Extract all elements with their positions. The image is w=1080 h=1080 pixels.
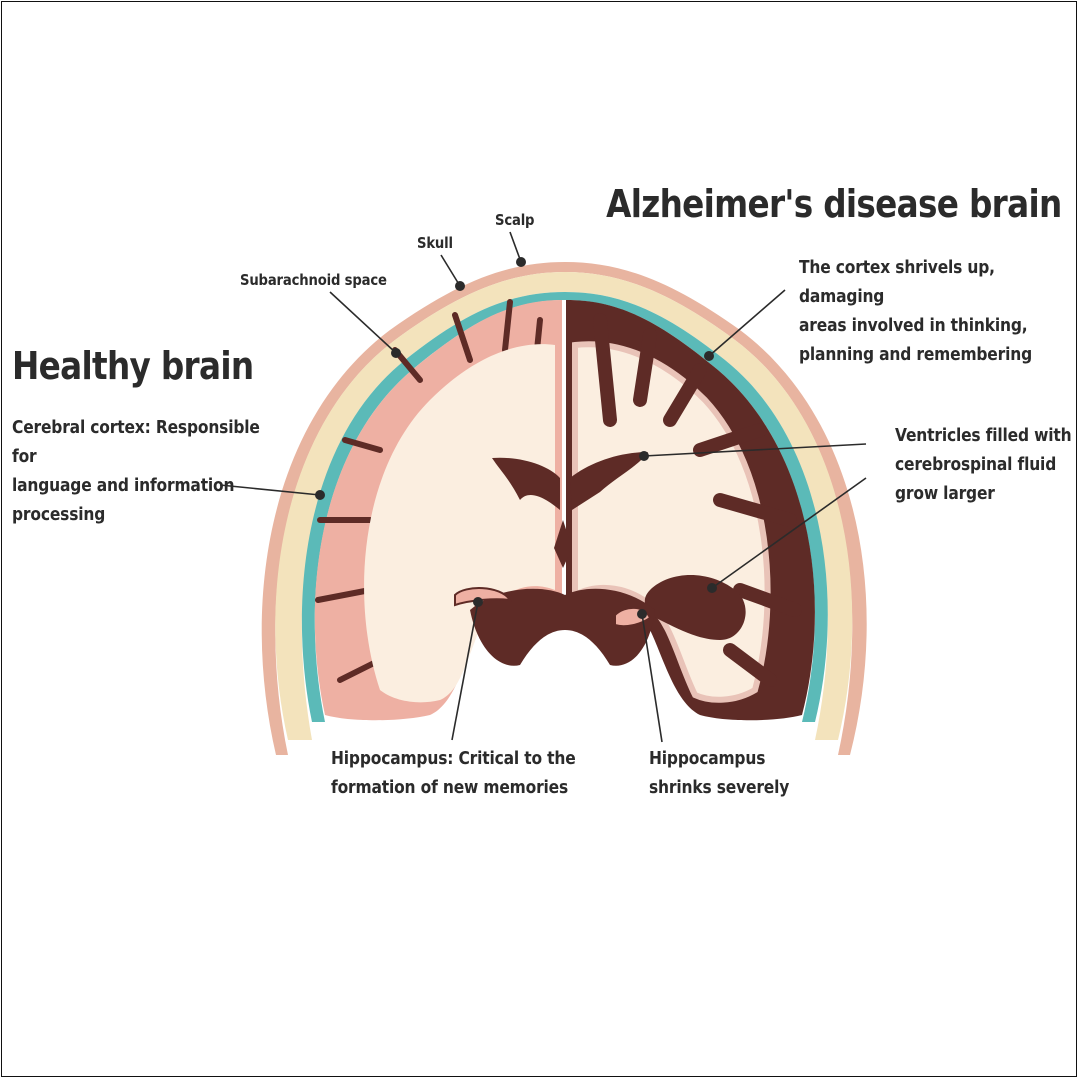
leader-dots — [315, 257, 717, 619]
dot-hippo-healthy — [473, 597, 483, 607]
skull-label: Skull — [417, 234, 453, 252]
dot-cortex-ad — [704, 351, 714, 361]
dot-skull — [455, 281, 465, 291]
ventricles-label: Ventricles filled with cerebrospinal flu… — [895, 425, 1072, 504]
leader-lines — [219, 231, 867, 743]
leader-ventricle-ad — [711, 477, 867, 589]
leader-hippo-ad — [641, 613, 663, 743]
ventricle-healthy — [492, 457, 560, 510]
hippo-healthy-label: Hippocampus: Critical to the formation o… — [331, 748, 576, 798]
ad-sulci — [593, 313, 802, 687]
leader-cortex-ad — [708, 289, 786, 357]
leader-cortex-healthy — [219, 484, 321, 496]
left-title: Healthy brain — [12, 344, 254, 388]
cortex-ad-label: The cortex shrivels up, damaging areas i… — [799, 257, 1032, 365]
leader-scalp — [509, 231, 522, 263]
dot-cortex-healthy — [315, 490, 325, 500]
dot-subarachnoid — [391, 348, 401, 358]
leader-skull — [440, 254, 461, 287]
dot-hippo-ad — [637, 609, 647, 619]
subarachnoid-label: Subarachnoid space — [240, 271, 387, 289]
hippo-ad-label: Hippocampus shrinks severely — [649, 748, 790, 798]
ventricle-ad — [570, 452, 648, 510]
scalp-label: Scalp — [495, 211, 535, 229]
third-ventricle — [554, 520, 572, 568]
dot-scalp — [516, 257, 526, 267]
leader-ventricles — [643, 443, 867, 457]
cortex-healthy-label: Cerebral cortex: Responsible for languag… — [12, 417, 260, 525]
brainstem-base — [470, 588, 655, 666]
leader-hippo-healthy — [451, 601, 479, 741]
ad-ventricle-cavity — [644, 575, 746, 640]
healthy-white-matter — [364, 344, 555, 703]
right-title: Alzheimer's disease brain — [606, 182, 1063, 226]
leader-subarachnoid — [329, 291, 397, 354]
dot-ventricles — [639, 451, 649, 461]
healthy-sulci — [315, 299, 543, 683]
hippocampus-healthy — [454, 587, 513, 607]
dot-ventricle-ad — [707, 583, 717, 593]
